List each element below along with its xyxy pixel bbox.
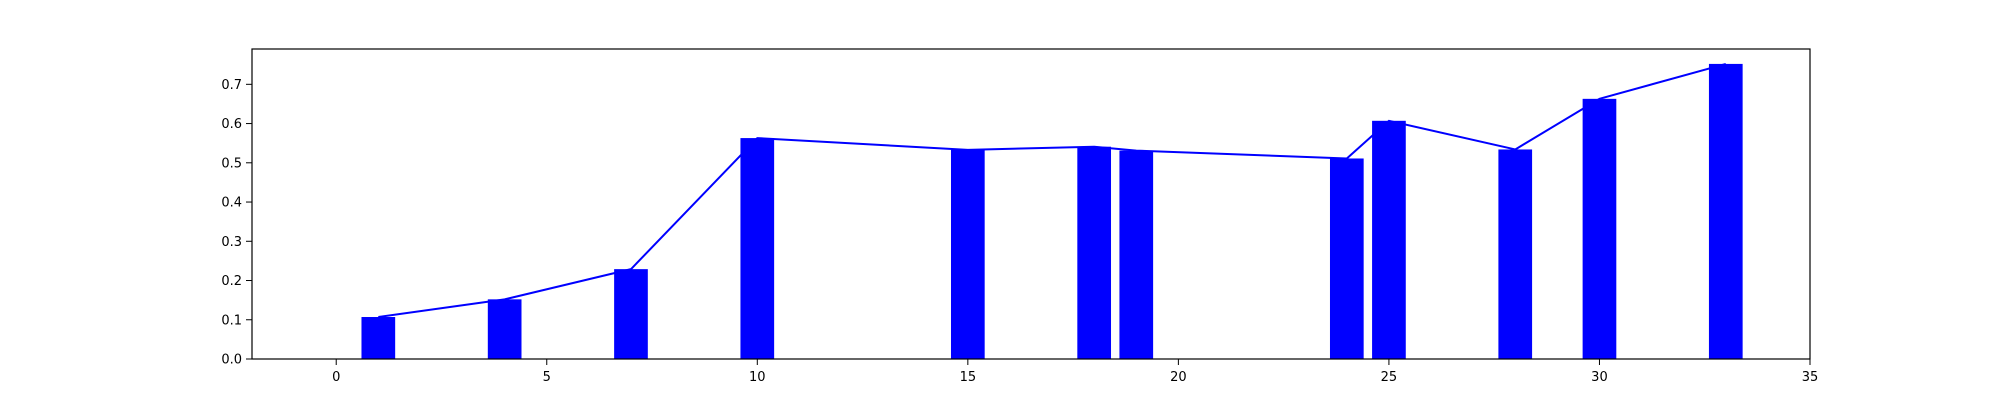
plot-frame: [251, 48, 1811, 360]
axes-layer: 0 5 10 15 20 25 30 35 0.0 0.1 0.2 0.3 0.4 0.5 0.6 0.7: [221, 48, 1819, 385]
x-tick-label: 30: [1591, 370, 1608, 385]
y-tick-label: 0.6: [221, 117, 242, 132]
line-layer: [378, 62, 1727, 319]
bar: [1329, 158, 1364, 359]
y-tick-label: 0.0: [221, 353, 242, 368]
bar: [1498, 149, 1533, 359]
bar: [1119, 150, 1154, 359]
series-line: [378, 62, 1727, 319]
bar: [950, 149, 985, 359]
bar: [614, 269, 648, 359]
x-tick-label: 20: [1170, 370, 1187, 385]
y-tick-label: 0.4: [221, 196, 242, 211]
bar: [1582, 98, 1617, 359]
x-tick-label: 10: [749, 370, 766, 385]
bar: [1708, 63, 1743, 359]
x-tick-label: 5: [543, 370, 551, 385]
bar: [487, 299, 522, 359]
y-tick-label: 0.1: [221, 313, 242, 328]
x-tick-label: 25: [1381, 370, 1398, 385]
bars-layer: [361, 63, 1743, 359]
y-tick-label: 0.3: [221, 235, 242, 250]
y-tick-label: 0.7: [221, 78, 242, 93]
bar: [1372, 120, 1406, 359]
bar: [740, 138, 775, 359]
x-tick-label: 0: [332, 370, 340, 385]
y-tick-label: 0.2: [221, 274, 242, 289]
x-tick-label: 15: [960, 370, 977, 385]
x-tick-label: 35: [1802, 370, 1819, 385]
bar: [361, 317, 396, 359]
y-tick-label: 0.5: [221, 156, 242, 171]
bar: [1077, 146, 1112, 359]
